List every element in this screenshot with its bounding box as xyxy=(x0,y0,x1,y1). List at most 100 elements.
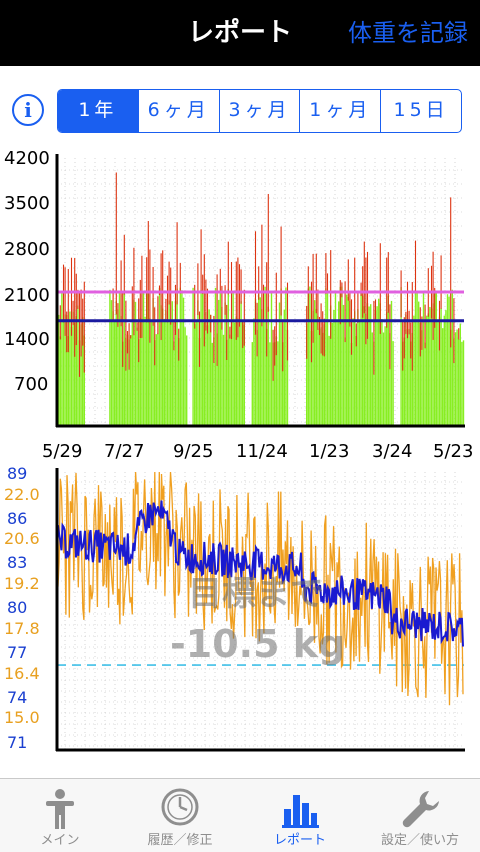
calorie-bar xyxy=(170,319,172,426)
calorie-bar xyxy=(278,302,281,426)
calorie-bar xyxy=(264,286,266,426)
calorie-bar xyxy=(408,328,410,426)
calorie-bar xyxy=(365,313,367,426)
calorie-bar xyxy=(414,290,417,426)
weight-y-tick: 89 xyxy=(7,464,28,483)
tab-main[interactable]: メイン xyxy=(0,779,120,852)
calorie-bar xyxy=(261,309,263,426)
calorie-bar xyxy=(370,304,372,426)
calorie-bar xyxy=(178,338,180,426)
calorie-bar xyxy=(342,304,345,426)
calorie-bar xyxy=(58,314,60,426)
calorie-bar xyxy=(438,316,441,426)
calorie-bar xyxy=(158,287,161,426)
calorie-bar xyxy=(133,299,135,426)
calorie-bar xyxy=(331,322,333,426)
calorie-bar xyxy=(357,309,359,426)
calorie-bar xyxy=(400,287,402,426)
calorie-bar xyxy=(221,306,223,426)
calorie-bar xyxy=(213,337,215,426)
segment-3-months[interactable]: 3ヶ月 xyxy=(220,90,301,132)
calorie-bar xyxy=(390,300,393,426)
calorie-bar xyxy=(235,316,237,426)
tab-report[interactable]: レポート xyxy=(240,779,360,852)
tab-history[interactable]: 履歴／修正 xyxy=(120,779,240,852)
date-x-tick: 5/29 xyxy=(42,441,83,462)
calorie-bar xyxy=(430,308,433,426)
calorie-bar xyxy=(456,329,458,426)
calorie-bar xyxy=(421,330,423,426)
tab-settings[interactable]: 設定／使い方 xyxy=(360,779,480,852)
calorie-bar xyxy=(128,339,130,426)
calorie-bar xyxy=(218,299,220,426)
calorie-bar xyxy=(59,336,61,426)
calorie-bar xyxy=(446,294,449,426)
calorie-bar xyxy=(360,292,362,426)
period-segmented-control: 1年 6ヶ月 3ヶ月 1ヶ月 15日 xyxy=(57,89,462,133)
calorie-bar xyxy=(142,290,145,426)
calorie-bar xyxy=(192,287,194,426)
calorie-bar xyxy=(130,335,132,426)
calorie-bar xyxy=(163,319,165,426)
calorie-y-tick: 3500 xyxy=(4,193,50,214)
calorie-bar xyxy=(376,306,378,426)
calorie-bar xyxy=(461,341,463,426)
calorie-bar xyxy=(462,340,465,426)
calorie-bar xyxy=(389,333,391,426)
calorie-bar xyxy=(126,334,129,426)
calorie-bar xyxy=(230,319,233,426)
calorie-bar xyxy=(437,321,439,426)
calorie-bar xyxy=(131,319,133,426)
calorie-bar xyxy=(418,301,420,426)
segment-1-month[interactable]: 1ヶ月 xyxy=(300,90,382,132)
tab-main-label: メイン xyxy=(40,833,80,848)
calorie-bar xyxy=(350,342,353,426)
info-icon[interactable]: i xyxy=(12,94,44,126)
calorie-bar xyxy=(171,301,173,426)
calorie-bar xyxy=(160,305,162,426)
calorie-bar xyxy=(166,319,169,426)
calorie-bar xyxy=(338,301,340,426)
calorie-bar xyxy=(406,329,409,426)
goal-remaining-label: 目標まで xyxy=(188,574,324,614)
calorie-bar xyxy=(419,322,421,426)
calorie-bar xyxy=(272,342,274,426)
calorie-bar xyxy=(198,338,201,426)
calorie-bar xyxy=(253,318,255,426)
calorie-bar xyxy=(251,342,253,426)
calorie-bar xyxy=(214,287,217,426)
bodyfat-y-tick: 15.0 xyxy=(4,708,40,727)
calorie-bar xyxy=(176,288,178,426)
segment-1-year[interactable]: 1年 xyxy=(58,90,139,132)
calorie-bar xyxy=(114,320,116,426)
calorie-bar xyxy=(82,317,84,426)
segment-15-days[interactable]: 15日 xyxy=(393,99,449,121)
calorie-bar xyxy=(381,319,383,426)
calorie-bar xyxy=(346,294,348,426)
calorie-bar xyxy=(317,316,319,426)
calorie-bar xyxy=(75,316,77,426)
person-icon xyxy=(46,789,74,829)
calorie-bar xyxy=(341,286,343,426)
calorie-bar xyxy=(282,342,284,426)
record-weight-button[interactable]: 体重を記録 xyxy=(348,19,468,47)
calorie-bar xyxy=(155,334,157,426)
calorie-bar xyxy=(200,289,202,426)
calorie-bar xyxy=(61,292,63,426)
calorie-bar xyxy=(352,318,354,426)
calorie-bar xyxy=(432,303,434,426)
calorie-bar xyxy=(392,341,394,426)
calorie-bar xyxy=(306,323,308,426)
calorie-bar xyxy=(382,332,385,426)
calorie-bar xyxy=(333,309,335,426)
calorie-bar xyxy=(286,329,289,426)
weight-y-tick: 77 xyxy=(7,643,28,662)
segment-6-months[interactable]: 6ヶ月 xyxy=(139,90,220,132)
date-x-tick: 3/24 xyxy=(372,441,413,462)
calorie-bar xyxy=(210,314,212,426)
calorie-bar xyxy=(310,331,313,426)
calorie-bar xyxy=(205,312,207,426)
calorie-bar xyxy=(378,298,380,426)
calorie-y-tick: 1400 xyxy=(4,329,50,350)
calorie-bar xyxy=(320,327,322,426)
